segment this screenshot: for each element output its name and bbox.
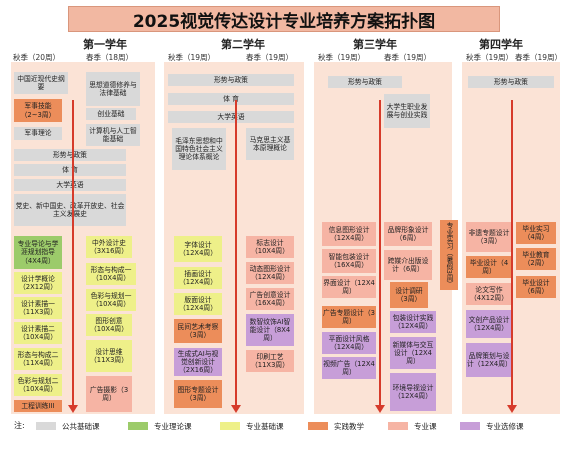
course-box: 文创产品设计（12X4周） bbox=[466, 310, 512, 338]
course-box: 论文写作（4X12周） bbox=[466, 283, 512, 305]
course-box: 视频广告（12X4周） bbox=[322, 357, 376, 379]
course-box: 设计素描二（10X4周） bbox=[14, 322, 62, 344]
y1-fall-label: 秋季（20周） bbox=[13, 53, 61, 62]
course-box: 专业导论与学涯规划指导（4X4周） bbox=[14, 236, 62, 269]
y1-spring-label: 春季（18周） bbox=[86, 53, 134, 62]
timeline-arrow-head bbox=[375, 405, 385, 413]
course-box: 形态与构成二（11X4周） bbox=[14, 348, 62, 370]
course-box: 包装设计实践（12X4周） bbox=[390, 311, 436, 333]
y4-spring-label: 春季（19周） bbox=[515, 53, 563, 62]
course-box: 中外设计史（3X16周） bbox=[86, 236, 132, 258]
legend-swatch bbox=[128, 422, 148, 430]
course-box: 专业实习（暑假3周） bbox=[440, 220, 458, 290]
course-box: 形势与政策 bbox=[468, 76, 554, 88]
course-box: 环境导视设计（12X4周） bbox=[390, 373, 436, 411]
course-box: 印刷工艺（11X3周） bbox=[246, 350, 294, 372]
course-box: 界面设计（12X4周） bbox=[322, 276, 376, 298]
y4-fall-label: 秋季（19周） bbox=[466, 53, 514, 62]
legend-item-label: 专业课 bbox=[414, 421, 437, 431]
year-4-title: 第四学年 bbox=[479, 38, 523, 51]
course-box: 马克思主义基本原理概论 bbox=[246, 128, 294, 160]
course-box: 信息图形设计（12X4周） bbox=[322, 222, 376, 246]
course-box: 图形专题设计（3周） bbox=[174, 380, 222, 408]
course-box: 形势与政策 bbox=[14, 149, 126, 161]
y3-fall-label: 秋季（19周） bbox=[318, 53, 366, 62]
course-box: 插画设计（12X4周） bbox=[174, 267, 222, 289]
course-box: 平面设计风格（12X4周） bbox=[322, 332, 376, 354]
course-box: 广告创意设计（16X4周） bbox=[246, 288, 294, 310]
course-box: 标志设计（10X4周） bbox=[246, 236, 294, 258]
legend-item-label: 专业选修课 bbox=[486, 421, 524, 431]
timeline-arrow-line bbox=[235, 100, 237, 406]
course-box: 大学英语 bbox=[14, 179, 126, 191]
course-box: 色彩与规划一（10X4周） bbox=[86, 289, 136, 311]
course-box: 大学英语 bbox=[168, 111, 294, 123]
course-box: 毛泽东思想和中国特色社会主义理论体系概论 bbox=[172, 128, 226, 170]
course-box: 创业基础 bbox=[86, 108, 136, 120]
legend-item-label: 公共基础课 bbox=[62, 421, 100, 431]
course-box: 工程训练III bbox=[14, 400, 62, 412]
course-box: 大学生职业发展与创业实践 bbox=[384, 94, 430, 128]
course-box: 毕业设计（6周） bbox=[516, 276, 556, 298]
course-box: 毕业设计（4周） bbox=[466, 256, 512, 278]
course-box: 思想道德修养与法律基础 bbox=[86, 72, 140, 106]
legend-swatch bbox=[308, 422, 328, 430]
legend-swatch bbox=[388, 422, 408, 430]
year-3-title: 第三学年 bbox=[353, 38, 397, 51]
course-box: 毕业教育（2周） bbox=[516, 248, 556, 270]
legend: 公共基础课 专业理论课 专业基础课 实践教学 专业课 专业选修课 bbox=[36, 419, 566, 433]
course-box: 数智纹饰AI智能设计（8X4周） bbox=[246, 314, 294, 346]
timeline-arrow-line bbox=[511, 100, 513, 406]
y3-spring-label: 春季（19周） bbox=[384, 53, 432, 62]
legend-swatch bbox=[460, 422, 480, 430]
course-box: 品牌形象设计（6周） bbox=[384, 222, 432, 246]
course-box: 形势与政策 bbox=[328, 76, 402, 88]
course-box: 毕业实习（4周） bbox=[516, 222, 556, 244]
course-box: 生成式AI与视觉创新设计（2X16周） bbox=[174, 348, 222, 376]
legend-swatch bbox=[36, 422, 56, 430]
legend-label: 注: bbox=[14, 421, 25, 430]
course-box: 设计调研（3周） bbox=[390, 282, 428, 308]
course-box: 体 育 bbox=[168, 93, 294, 105]
course-box: 军事理论 bbox=[14, 127, 62, 140]
title-text: 2025视觉传达设计专业培养方案拓扑图 bbox=[132, 11, 436, 32]
course-box: 中国近现代史纲要 bbox=[14, 72, 68, 94]
course-box: 色彩与规划二（10X4周） bbox=[14, 374, 62, 396]
course-box: 形态与构成一（10X4周） bbox=[86, 263, 136, 285]
timeline-arrow-head bbox=[507, 405, 517, 413]
course-box: 形势与政策 bbox=[168, 74, 294, 86]
legend-swatch bbox=[220, 422, 240, 430]
timeline-arrow-head bbox=[68, 405, 78, 413]
legend-item-label: 专业理论课 bbox=[154, 421, 192, 431]
course-box: 设计素描一（11X3周） bbox=[14, 297, 62, 319]
page-title: 2025视觉传达设计专业培养方案拓扑图 bbox=[68, 6, 500, 32]
y2-spring-label: 春季（19周） bbox=[246, 53, 294, 62]
course-box: 智能包装设计（16X4周） bbox=[322, 249, 376, 273]
course-box: 军事技能（2~3周） bbox=[14, 99, 62, 122]
course-box: 版面设计（12X4周） bbox=[174, 293, 222, 315]
course-box: 设计思维（11X3周） bbox=[86, 340, 132, 372]
timeline-arrow-head bbox=[231, 405, 241, 413]
course-box: 跨媒介出版设计（6周） bbox=[384, 250, 432, 280]
course-box: 计算机与人工智能基础 bbox=[86, 124, 140, 146]
course-box: 广告摄影（3周） bbox=[86, 376, 132, 412]
course-box: 品牌策划与设计（12X4周） bbox=[466, 343, 512, 377]
course-box: 民间艺术考察（3周） bbox=[174, 319, 222, 343]
legend-item-label: 专业基础课 bbox=[246, 421, 284, 431]
y2-fall-label: 秋季（19周） bbox=[168, 53, 216, 62]
course-box: 字体设计（12X4周） bbox=[174, 236, 222, 262]
course-box: 动态图形设计（12X4周） bbox=[246, 262, 294, 284]
timeline-arrow-line bbox=[72, 100, 74, 406]
course-box: 新媒体与交互设计（12X4周） bbox=[390, 337, 436, 369]
course-box: 体 育 bbox=[14, 164, 126, 176]
timeline-arrow-line bbox=[379, 100, 381, 406]
course-box: 党史、新中国史、改革开放史、社会主义发展史 bbox=[14, 194, 126, 226]
course-box: 设计学概论（2X12周） bbox=[14, 272, 62, 294]
legend-item-label: 实践教学 bbox=[334, 421, 364, 431]
course-box: 非遗专题设计（3周） bbox=[466, 222, 512, 252]
course-box: 图形创意（10X4周） bbox=[86, 314, 132, 336]
year-2-title: 第二学年 bbox=[221, 38, 265, 51]
year-1-title: 第一学年 bbox=[83, 38, 127, 51]
course-box: 广告专题设计（3周） bbox=[322, 306, 376, 328]
